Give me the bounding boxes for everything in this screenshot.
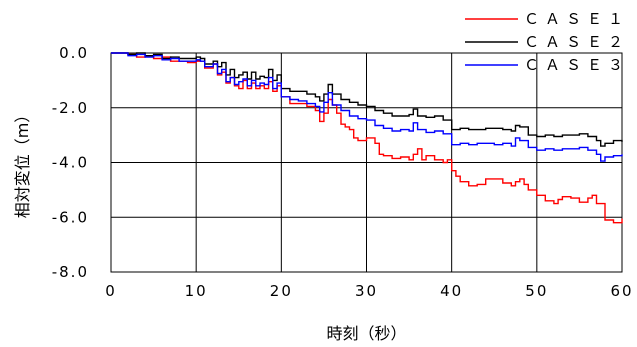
x-axis-title: 時刻（秒） (326, 324, 406, 343)
y-tick-label: -4.0 (52, 154, 89, 172)
plot-frame (110, 52, 623, 273)
y-tick-label: -2.0 (52, 99, 89, 117)
y-tick-label: -6.0 (52, 208, 89, 226)
x-tick-label: 0 (105, 282, 117, 300)
legend: ＣＡＳＥ１ ＣＡＳＥ２ ＣＡＳＥ３ (465, 10, 629, 74)
legend-label: ＣＡＳＥ１ (524, 10, 629, 28)
grid-lines (111, 53, 622, 272)
x-tick-label: 60 (610, 282, 633, 300)
y-tick-labels: 0.0 -2.0 -4.0 -6.0 -8.0 (52, 44, 89, 281)
x-tick-label: 40 (440, 282, 463, 300)
series-layer (111, 52, 623, 224)
y-axis-title: 相対変位（m） (13, 107, 32, 219)
x-tick-label: 10 (185, 282, 208, 300)
x-tick-labels: 0 10 20 30 40 50 60 (105, 282, 633, 300)
series-line-2 (111, 52, 623, 147)
x-tick-label: 30 (355, 282, 378, 300)
x-tick-label: 20 (270, 282, 293, 300)
y-tick-label: 0.0 (59, 44, 89, 62)
legend-label: ＣＡＳＥ３ (524, 56, 629, 74)
y-tick-label: -8.0 (52, 263, 89, 281)
x-tick-label: 50 (525, 282, 548, 300)
series-line-3 (111, 52, 623, 162)
legend-label: ＣＡＳＥ２ (524, 33, 629, 51)
